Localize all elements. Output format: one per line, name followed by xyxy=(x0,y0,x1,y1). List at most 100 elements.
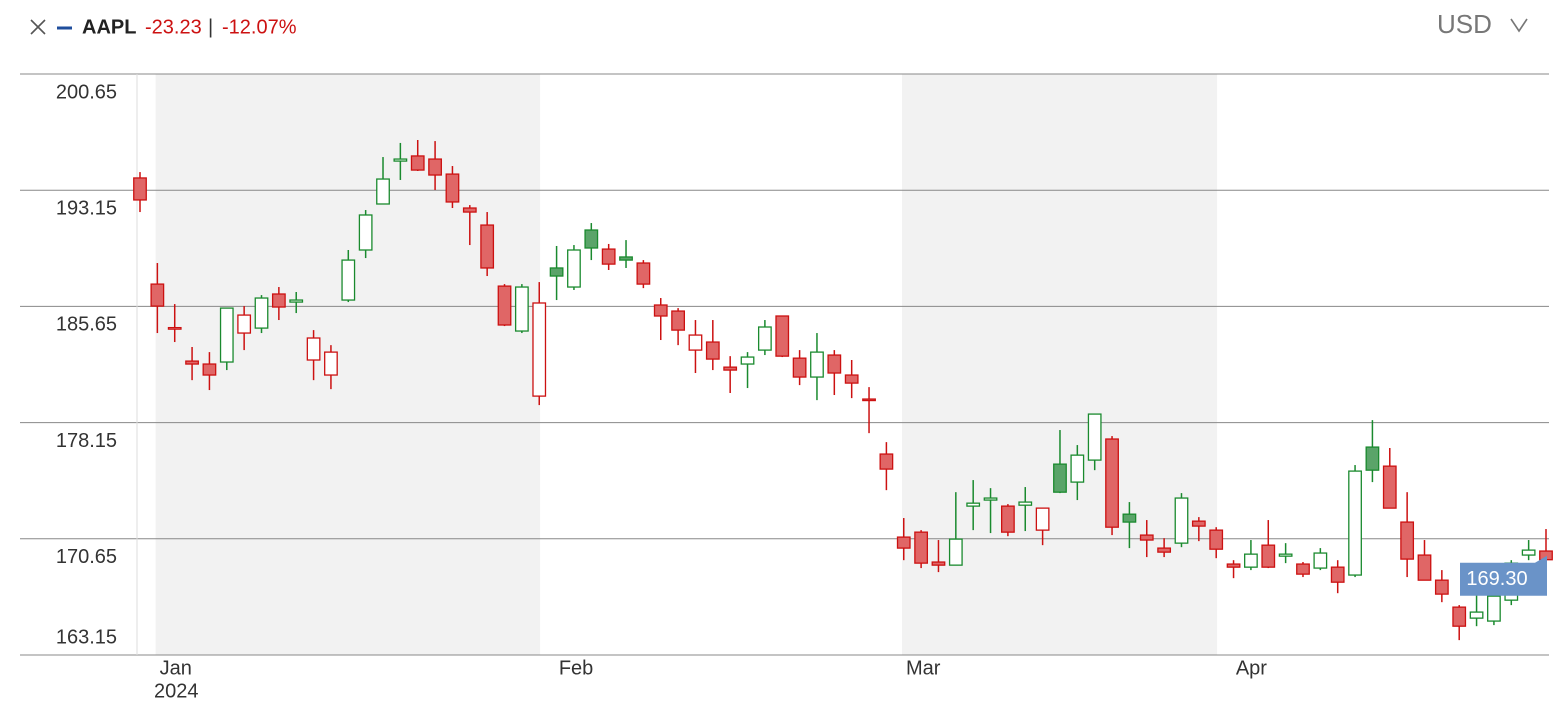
candle-body xyxy=(1191,520,1206,527)
candle-body xyxy=(896,536,911,549)
candle-body xyxy=(1018,501,1033,506)
candle-body xyxy=(584,229,599,249)
candle-body xyxy=(810,351,824,378)
candle-body xyxy=(601,248,616,265)
candle-body xyxy=(653,304,668,317)
candle-body xyxy=(428,158,442,176)
candle-body xyxy=(445,173,460,203)
candle-body xyxy=(948,538,963,566)
candle-body xyxy=(757,326,772,351)
candle-body xyxy=(775,315,790,357)
candle-body xyxy=(1105,438,1119,528)
x-tick-label: Mar xyxy=(906,657,941,679)
candle-body xyxy=(1330,566,1345,583)
candle-body xyxy=(1382,465,1397,509)
x-tick-label: Jan xyxy=(160,657,192,679)
month-shade xyxy=(155,74,541,655)
legend-label: AAPL xyxy=(82,16,136,38)
currency-dropdown[interactable] xyxy=(1510,18,1528,33)
candle-body xyxy=(792,357,807,378)
candle-body xyxy=(966,502,981,507)
candle-body xyxy=(462,207,477,213)
candle-body xyxy=(271,293,286,308)
candle-body xyxy=(480,224,495,269)
candles xyxy=(133,140,1553,641)
candle-body xyxy=(931,561,946,566)
candle-body xyxy=(202,363,217,376)
candle-body xyxy=(1070,454,1085,483)
candle-body xyxy=(1139,534,1154,541)
change-pct: -12.07% xyxy=(222,16,297,38)
candle-body xyxy=(167,326,182,330)
x-tick-label: Apr xyxy=(1236,657,1267,679)
candle-body xyxy=(1087,413,1102,461)
last-price-tag xyxy=(1460,555,1547,596)
candle-body xyxy=(497,285,512,326)
candle-body xyxy=(1348,470,1362,576)
candle-body xyxy=(1226,563,1241,568)
candle-body xyxy=(844,374,859,384)
candle-body xyxy=(150,283,165,307)
candle-body xyxy=(1209,529,1224,550)
candle-body xyxy=(219,307,234,363)
candle-body xyxy=(393,158,408,162)
candle-body xyxy=(688,334,703,351)
separator: | xyxy=(208,16,213,38)
close-icon[interactable] xyxy=(30,19,46,35)
candle-body xyxy=(549,267,564,277)
candle-body xyxy=(306,337,321,361)
y-tick-label: 163.15 xyxy=(56,626,117,648)
candle-body xyxy=(671,310,685,331)
candle-body xyxy=(1157,547,1172,553)
x-tick-label: Feb xyxy=(559,657,593,679)
change: -23.23 xyxy=(145,16,202,38)
candle-body xyxy=(341,259,356,301)
candle-body xyxy=(1001,505,1015,533)
currency[interactable]: USD xyxy=(1437,9,1492,39)
last-price-label: 169.30 xyxy=(1466,568,1527,590)
shading xyxy=(155,74,1218,655)
candle-body xyxy=(705,341,720,360)
candle-body xyxy=(619,256,633,261)
candle-body xyxy=(1313,552,1328,569)
candle-body xyxy=(1278,553,1293,557)
candle-body xyxy=(827,354,842,374)
candle-body xyxy=(740,356,755,365)
candle-body xyxy=(1365,446,1380,471)
candle-body xyxy=(1296,563,1310,575)
candle-body xyxy=(254,297,269,329)
candle-body xyxy=(723,366,738,371)
candle-body xyxy=(1400,521,1415,560)
candle-body xyxy=(1053,463,1067,493)
candle-body xyxy=(1434,579,1449,595)
candle-body xyxy=(358,214,373,251)
candle-body xyxy=(1244,553,1258,568)
candle-body xyxy=(567,249,581,288)
candle-body xyxy=(289,299,304,303)
candle-body xyxy=(1261,544,1276,568)
month-shade xyxy=(902,74,1218,655)
candle-body xyxy=(133,177,147,201)
y-tick-label: 200.65 xyxy=(56,81,117,103)
candle-body xyxy=(1469,611,1484,619)
y-tick-label: 170.65 xyxy=(56,546,117,568)
y-tick-label: 178.15 xyxy=(56,430,117,452)
candle-body xyxy=(532,302,547,397)
candle-body xyxy=(1174,497,1189,544)
candle-body xyxy=(862,398,876,402)
candle-body xyxy=(376,178,390,205)
candle-body xyxy=(1035,507,1050,531)
x-year-label: 2024 xyxy=(154,680,199,702)
candle-body xyxy=(636,262,651,285)
candle-body xyxy=(514,286,529,332)
candle-body xyxy=(1452,606,1467,627)
candle-body xyxy=(914,531,929,564)
y-tick-label: 185.65 xyxy=(56,314,117,336)
candle-body xyxy=(1122,513,1137,523)
candle-body xyxy=(324,351,338,376)
candle-body xyxy=(410,155,425,171)
candle-body xyxy=(237,314,252,334)
candle-body xyxy=(1487,595,1501,622)
y-tick-label: 193.15 xyxy=(56,197,117,219)
